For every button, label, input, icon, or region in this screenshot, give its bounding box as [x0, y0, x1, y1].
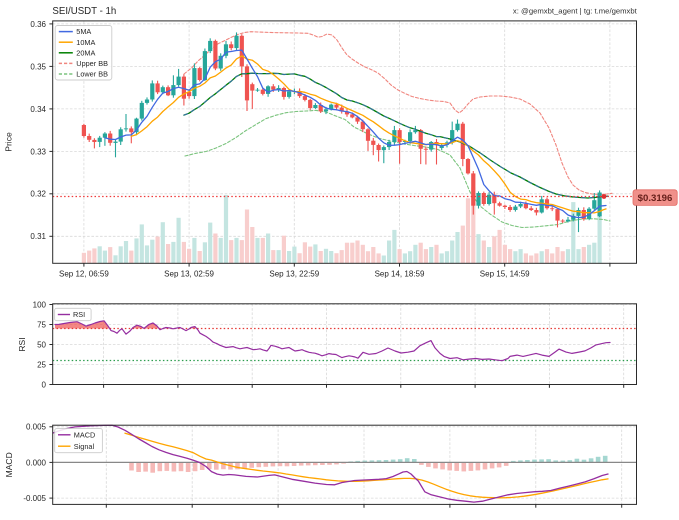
svg-text:Sep 12, 06:59: Sep 12, 06:59	[59, 270, 109, 279]
svg-text:Sep 15, 14:59: Sep 15, 14:59	[480, 270, 530, 279]
svg-text:Sep 13, 22:59: Sep 13, 22:59	[269, 270, 319, 279]
svg-text:$0.3196: $0.3196	[638, 193, 673, 204]
svg-text:25: 25	[37, 360, 46, 369]
svg-text:RSI: RSI	[17, 337, 27, 351]
svg-text:Upper BB: Upper BB	[76, 59, 108, 68]
svg-text:20MA: 20MA	[76, 48, 95, 57]
svg-text:0.31: 0.31	[30, 232, 46, 241]
svg-text:Sep 14, 18:59: Sep 14, 18:59	[375, 270, 425, 279]
svg-text:-0.005: -0.005	[23, 494, 46, 503]
svg-text:10MA: 10MA	[76, 38, 95, 47]
svg-text:0.33: 0.33	[30, 147, 46, 156]
svg-text:0.000: 0.000	[26, 458, 47, 467]
svg-text:0.35: 0.35	[30, 62, 46, 71]
svg-text:0: 0	[42, 380, 47, 389]
svg-text:5MA: 5MA	[76, 27, 91, 36]
svg-text:0.36: 0.36	[30, 20, 46, 29]
svg-text:RSI: RSI	[73, 310, 85, 319]
svg-text:0.34: 0.34	[30, 105, 46, 114]
svg-text:SEI/USDT - 1h: SEI/USDT - 1h	[52, 6, 116, 17]
svg-text:x: @gemxbt_agent | tg: t.me/ge: x: @gemxbt_agent | tg: t.me/gemxbt	[513, 7, 638, 16]
svg-text:Lower BB: Lower BB	[76, 70, 108, 79]
svg-text:Price: Price	[4, 132, 14, 152]
svg-text:0.005: 0.005	[26, 423, 47, 432]
svg-text:50: 50	[37, 340, 46, 349]
svg-text:0.32: 0.32	[30, 190, 46, 199]
svg-text:100: 100	[33, 300, 47, 309]
svg-text:75: 75	[37, 320, 46, 329]
svg-text:MACD: MACD	[74, 430, 96, 439]
svg-text:Signal: Signal	[74, 442, 95, 451]
svg-text:MACD: MACD	[4, 452, 14, 477]
svg-text:Sep 13, 02:59: Sep 13, 02:59	[164, 270, 214, 279]
